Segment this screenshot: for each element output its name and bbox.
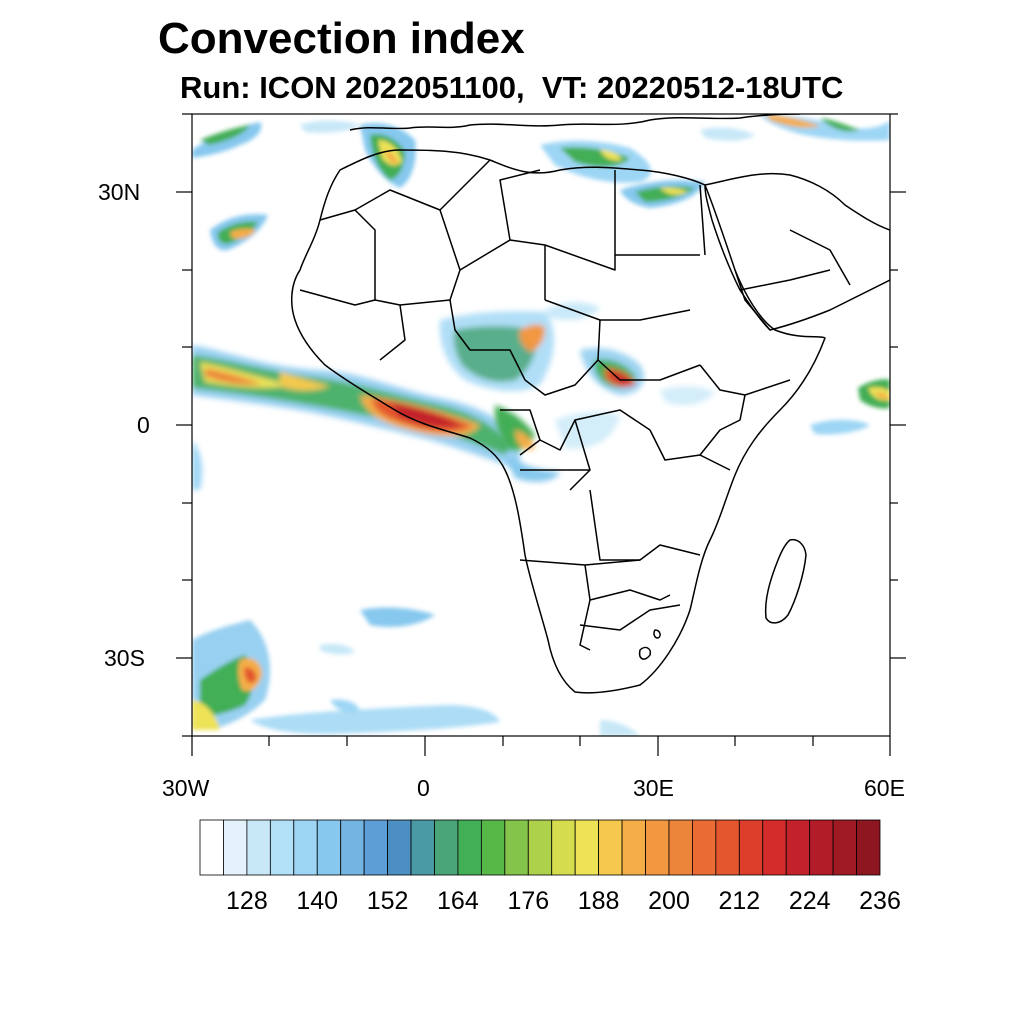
south-atlantic-frontal-band xyxy=(192,607,640,736)
colorbar-label: 188 xyxy=(577,887,620,915)
colorbar-label: 224 xyxy=(788,887,831,915)
colorbar-swatch xyxy=(246,819,271,876)
colorbar-label: 128 xyxy=(226,887,268,915)
colorbar-swatch xyxy=(504,819,529,876)
colorbar-swatch xyxy=(434,819,459,876)
colorbar-swatch xyxy=(692,819,717,876)
colorbar-swatch xyxy=(738,819,764,876)
colorbar-swatch xyxy=(598,819,623,876)
colorbar-swatch xyxy=(340,819,365,876)
colorbar-swatch xyxy=(410,819,435,876)
colorbar-swatch xyxy=(293,819,318,876)
lon-label-0: 0 xyxy=(417,775,430,801)
colorbar-swatch xyxy=(832,819,857,876)
chart-title: Convection index xyxy=(158,14,525,63)
lat-label-30s: 30S xyxy=(104,645,145,671)
lon-label-30e: 30E xyxy=(633,775,674,801)
colorbar-swatch xyxy=(363,819,388,876)
colorbar-swatch xyxy=(809,819,834,876)
colorbar-swatch xyxy=(269,819,295,876)
lat-ticks xyxy=(176,113,906,737)
colorbar-label: 152 xyxy=(366,887,409,915)
colorbar-swatch xyxy=(715,819,740,876)
lon-label-30w: 30W xyxy=(162,775,210,801)
colorbar-swatch xyxy=(785,819,811,876)
colorbar-swatch xyxy=(527,819,553,876)
country-borders xyxy=(290,114,890,694)
colorbar-swatch xyxy=(668,819,693,876)
lat-label-30n: 30N xyxy=(98,179,141,205)
colorbar-swatch xyxy=(480,819,506,876)
colorbar-swatch xyxy=(551,819,576,876)
colorbar-swatch xyxy=(621,819,646,876)
colorbar-swatch xyxy=(223,819,248,876)
colorbar-swatch xyxy=(762,819,787,876)
colorbar-swatch xyxy=(574,819,600,876)
mediterranean-convection xyxy=(192,114,890,251)
colorbar-label: 200 xyxy=(648,887,690,915)
colorbar-label: 236 xyxy=(859,887,901,915)
colorbar-label: 140 xyxy=(296,887,339,915)
map-panel xyxy=(192,114,890,736)
colorbar-swatch xyxy=(645,819,670,876)
lat-label-0: 0 xyxy=(137,412,150,438)
colorbar-label: 164 xyxy=(437,887,479,915)
colorbar xyxy=(199,819,881,876)
colorbar-swatch xyxy=(316,819,342,876)
colorbar-swatch xyxy=(856,819,881,876)
chart-subtitle: Run: ICON 2022051100, VT: 20220512-18UTC xyxy=(180,70,844,105)
arabian-sea-convection xyxy=(810,379,890,435)
colorbar-label: 212 xyxy=(718,887,761,915)
lon-ticks xyxy=(191,736,891,756)
colorbar-label: 176 xyxy=(507,887,550,915)
colorbar-swatch xyxy=(199,819,224,876)
colorbar-swatch xyxy=(387,819,412,876)
colorbar-swatch xyxy=(457,819,482,876)
west-african-monsoon-band xyxy=(192,345,520,490)
lon-label-60e: 60E xyxy=(864,775,905,801)
